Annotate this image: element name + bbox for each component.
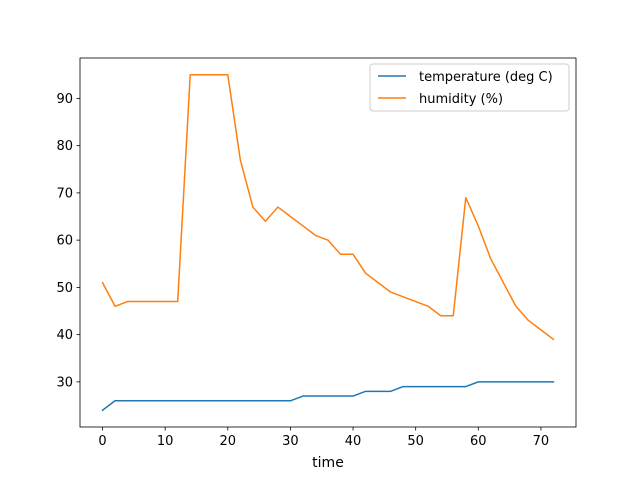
x-tick-label: 0 — [98, 434, 106, 449]
series-layer — [101, 74, 555, 412]
series-line-1 — [101, 74, 555, 341]
x-tick-label: 60 — [470, 434, 487, 449]
plot-frame — [79, 57, 577, 428]
y-tick-label: 30 — [56, 375, 73, 390]
legend-label-0: temperature (deg C) — [419, 70, 553, 85]
y-tick-label: 40 — [56, 328, 73, 343]
x-tick-label: 20 — [220, 434, 237, 449]
legend-label-1: humidity (%) — [419, 92, 503, 107]
x-tick-label: 40 — [345, 434, 362, 449]
y-tick-label: 50 — [56, 281, 73, 296]
y-tick-label: 70 — [56, 186, 73, 201]
y-tick-label: 80 — [56, 139, 73, 154]
x-tick-label: 30 — [282, 434, 299, 449]
legend: temperature (deg C) humidity (%) — [369, 63, 570, 112]
x-axis-label: time — [312, 455, 344, 471]
axes-layer: 0 10 20 30 40 50 60 70 30 40 50 60 70 80 90 — [56, 57, 577, 449]
x-tick-label: 50 — [407, 434, 424, 449]
legend-box — [369, 63, 570, 112]
series-line-0 — [101, 381, 555, 412]
y-tick-label: 90 — [56, 92, 73, 107]
y-tick-label: 60 — [56, 234, 73, 249]
x-tick-label: 70 — [533, 434, 550, 449]
x-tick-label: 10 — [157, 434, 174, 449]
